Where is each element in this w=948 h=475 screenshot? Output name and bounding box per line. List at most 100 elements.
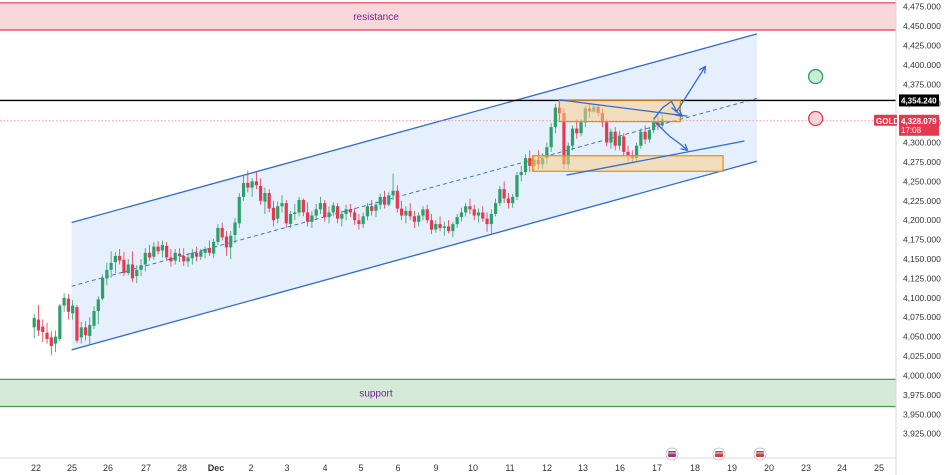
time-tick-label: 28 xyxy=(177,463,187,473)
candle-body xyxy=(404,210,408,216)
candle xyxy=(130,251,135,283)
candle xyxy=(62,293,66,312)
candle-body xyxy=(71,305,75,314)
candle-body xyxy=(288,213,293,225)
candle xyxy=(53,330,58,353)
candle xyxy=(344,204,348,221)
candle xyxy=(391,173,395,201)
candle-body xyxy=(293,212,297,214)
economic-event-icon[interactable] xyxy=(665,447,679,461)
time-tick-label: 27 xyxy=(141,463,151,473)
candle-body xyxy=(438,224,442,228)
candle-body xyxy=(515,175,519,197)
candle-body xyxy=(173,252,177,261)
candle-body xyxy=(32,318,36,328)
us-flag-event-icon[interactable] xyxy=(712,447,726,461)
candle xyxy=(434,220,438,233)
candle-body xyxy=(156,246,160,252)
time-tick-label: 12 xyxy=(542,463,552,473)
candle xyxy=(83,321,88,341)
channel-upper-line xyxy=(71,33,758,224)
time-tick-label: 6 xyxy=(395,463,400,473)
event-icon-glyph xyxy=(756,451,764,457)
candle xyxy=(378,193,382,210)
candle xyxy=(186,252,190,267)
candle-body xyxy=(348,209,352,213)
channel-lower-line xyxy=(71,160,758,351)
candle xyxy=(160,240,164,258)
candle xyxy=(609,128,613,149)
candle xyxy=(412,210,417,228)
candle xyxy=(549,123,553,152)
candle-body xyxy=(468,206,472,210)
candle-body xyxy=(263,193,267,202)
time-tick-label: 25 xyxy=(67,463,77,473)
bullish-arrow-head xyxy=(698,65,707,74)
candle xyxy=(152,241,156,260)
candle xyxy=(113,252,117,273)
candle-body xyxy=(267,193,271,209)
price-tick-label: 3,925.000 xyxy=(903,429,941,439)
candle xyxy=(451,221,455,238)
support-label: support xyxy=(359,388,393,399)
candle xyxy=(318,196,323,214)
candle xyxy=(165,241,169,261)
candle-body xyxy=(528,158,532,166)
candle-body xyxy=(186,257,190,262)
candle xyxy=(135,265,139,284)
small-arrow-shaft xyxy=(671,107,683,117)
candle-body xyxy=(553,107,558,128)
candle-body xyxy=(609,131,613,143)
event-icon-glyph xyxy=(668,451,676,457)
candle-body xyxy=(447,226,451,232)
candle-body xyxy=(203,248,207,253)
time-tick-label: 11 xyxy=(505,463,514,473)
candle xyxy=(32,314,36,339)
candle-body xyxy=(327,212,331,218)
candle-body xyxy=(113,255,117,263)
candle-body xyxy=(613,131,617,146)
candle-body xyxy=(88,325,92,336)
us-flag-event-icon[interactable] xyxy=(753,447,767,461)
candle-body xyxy=(36,319,41,331)
price-tick-label: 4,250.000 xyxy=(903,176,941,186)
candle xyxy=(254,172,258,190)
candles-layer xyxy=(32,101,664,356)
price-axis[interactable]: 4,475.000 4,450.000 4,425.000 4,400.000 4,37… xyxy=(895,0,941,475)
price-tick-label: 4,225.000 xyxy=(903,196,941,206)
time-tick-label: 25 xyxy=(874,463,884,473)
candle xyxy=(447,220,451,234)
candle xyxy=(199,248,203,260)
candle xyxy=(169,248,173,267)
candle xyxy=(408,203,412,221)
candle-body xyxy=(400,208,404,216)
candle xyxy=(485,212,489,232)
candle xyxy=(237,193,241,228)
time-axis[interactable]: 22 25 26 27 28 Dec 2 3 4 5 6 9 10 11 12 13 16 17 18 19 20 23 2… xyxy=(0,457,896,473)
support-zone xyxy=(0,379,896,407)
price-tick-label: 4,275.000 xyxy=(903,157,941,167)
candle-body xyxy=(314,209,318,216)
candle xyxy=(327,206,331,224)
candle-body xyxy=(634,145,639,159)
candle-body xyxy=(199,251,203,257)
bar-countdown-text: 17:08 xyxy=(901,126,922,135)
candle xyxy=(92,306,96,329)
candle xyxy=(468,198,472,214)
symbol-tag-text: GOLD xyxy=(876,117,899,126)
candle-body xyxy=(177,253,182,256)
candle-body xyxy=(382,196,387,205)
candle-body xyxy=(182,255,186,262)
candle-body xyxy=(335,206,340,219)
candle xyxy=(374,201,378,218)
price-tick-label: 3,950.000 xyxy=(903,409,941,419)
candle xyxy=(331,202,335,217)
candle-body xyxy=(442,226,446,228)
price-tick-label: 4,000.000 xyxy=(903,370,941,380)
candle-body xyxy=(152,246,156,257)
candle xyxy=(220,222,224,241)
bearish-arrow-head xyxy=(680,143,689,152)
time-tick-label: 2 xyxy=(248,463,253,473)
candle xyxy=(493,198,498,217)
